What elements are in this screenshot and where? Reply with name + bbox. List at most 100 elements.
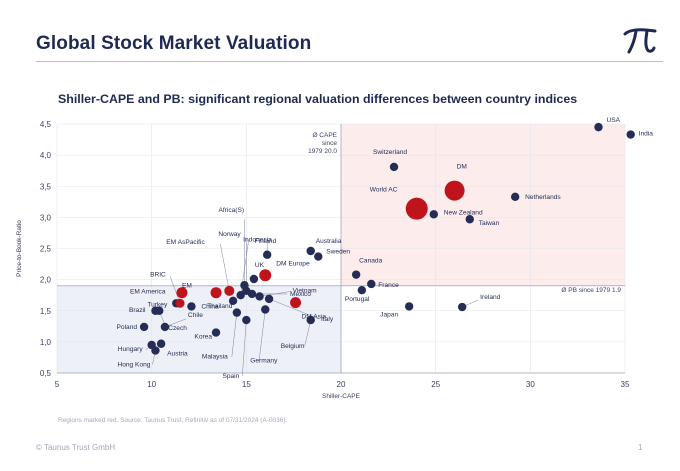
point-dm-asia	[290, 297, 302, 309]
label-japan: Japan	[380, 311, 398, 318]
label-new-zealand: New Zealand	[444, 209, 483, 216]
point-france	[367, 279, 376, 289]
label-taiwan: Taiwan	[479, 220, 500, 227]
point-malaysia	[232, 308, 242, 317]
point-china	[187, 302, 196, 311]
x-tick-label: 10	[147, 380, 156, 389]
point-vietnam	[255, 292, 264, 301]
point-bric	[175, 298, 185, 308]
y-tick-label: 3,5	[40, 182, 52, 191]
point-ireland	[457, 302, 467, 312]
label-chile: Chile	[188, 312, 203, 319]
point-korea	[211, 328, 221, 337]
point-switzerland	[389, 162, 399, 172]
point-canada	[351, 270, 361, 279]
label-brazil: Brazil	[129, 307, 146, 314]
point-india	[626, 130, 635, 139]
point-australia	[306, 246, 315, 256]
point-em	[210, 287, 222, 299]
label-czech: Czech	[168, 325, 187, 332]
point-spain	[242, 315, 251, 325]
y-tick-label: 3,0	[40, 213, 52, 222]
label-mexico: Mexico	[290, 291, 311, 298]
label-korea: Korea	[194, 334, 212, 341]
y-tick-label: 4,5	[40, 120, 52, 129]
label-hong-kong: Hong Kong	[117, 362, 150, 369]
axes: 5 10 15 20 25 30 35 0,5 1,0 1,5 2,0 2,5 3,0 3,5 4,0 4,5…	[16, 120, 630, 400]
leader-line	[242, 320, 247, 377]
label-norway: Norway	[218, 231, 241, 238]
label-dm: DM	[457, 164, 467, 171]
label-uk: UK	[255, 262, 265, 269]
point-uk	[249, 274, 259, 284]
label-africa-s-: Africa(S)	[218, 207, 244, 214]
x-tick-label: 35	[621, 380, 630, 389]
leader-line	[231, 312, 238, 357]
label-em-aspacific: EM AsPacific	[166, 239, 205, 246]
label-em-america: EM America	[130, 289, 166, 296]
label-portugal: Portugal	[345, 296, 370, 303]
point-new-zealand	[429, 210, 438, 219]
point-chile	[160, 322, 170, 332]
label-malaysia: Malaysia	[202, 354, 228, 361]
page-number: 1	[638, 443, 643, 452]
y-tick-label: 2,0	[40, 276, 52, 285]
y-tick-label: 1,0	[40, 338, 52, 347]
point-italy	[264, 294, 274, 304]
point-usa	[594, 122, 603, 132]
label-usa: USA	[606, 117, 620, 124]
point-japan	[404, 302, 414, 311]
label-em: EM	[182, 283, 192, 290]
x-tick-label: 15	[242, 380, 251, 389]
point-taiwan	[465, 215, 474, 224]
x-tick-label: 25	[431, 380, 440, 389]
label-china: China	[201, 303, 219, 310]
x-tick-label: 5	[55, 380, 60, 389]
label-indonesia: Indonesia	[243, 237, 272, 244]
point-finland	[236, 290, 245, 300]
header-divider	[36, 61, 663, 62]
label-vietnam: Vietnam	[293, 287, 318, 294]
label-turkey: Turkey	[147, 301, 168, 308]
point-czech	[155, 306, 164, 315]
label-spain: Spain	[222, 373, 239, 380]
point-dm-europe	[259, 269, 272, 282]
x-tick-label: 30	[526, 380, 535, 389]
point-dm	[444, 180, 465, 201]
leader-line	[304, 320, 311, 347]
point-indonesia	[262, 250, 272, 259]
point-poland	[139, 322, 149, 332]
label-netherlands: Netherlands	[525, 194, 561, 201]
label-ireland: Ireland	[480, 294, 500, 301]
point-austria	[156, 339, 166, 348]
point-world-ac	[405, 197, 428, 220]
label-belgium: Belgium	[281, 343, 305, 350]
label-dm-asia: DM Asia	[302, 314, 327, 321]
label-world-ac: World AC	[370, 187, 398, 194]
copyright: © Taunus Trust GmbH	[36, 443, 116, 452]
label-australia: Australia	[316, 238, 342, 245]
label-france: France	[378, 282, 399, 289]
label-canada: Canada	[359, 258, 382, 265]
label-finland: Finland	[255, 238, 277, 245]
label-hungary: Hungary	[118, 346, 144, 353]
point-belgium	[306, 315, 315, 325]
leader-line	[259, 291, 291, 297]
label-germany: Germany	[250, 358, 278, 365]
avg-cape-label: 1979 20.0	[308, 148, 337, 155]
data-points	[139, 122, 635, 355]
y-tick-label: 1,5	[40, 307, 52, 316]
avg-cape-label: Ø CAPE	[312, 132, 337, 139]
chart-subtitle: Shiller-CAPE and PB: significant regiona…	[58, 92, 578, 106]
y-axis-title: Price-to-Book-Ratio	[16, 220, 23, 277]
label-switzerland: Switzerland	[373, 149, 407, 156]
page-title: Global Stock Market Valuation	[36, 33, 312, 54]
y-tick-label: 2,5	[40, 245, 52, 254]
taunus-trust-logo-icon	[623, 28, 657, 54]
point-sweden	[314, 252, 323, 261]
label-thailand: Thailand	[207, 303, 233, 310]
leader-line	[268, 298, 320, 320]
point-em-america	[176, 287, 188, 299]
